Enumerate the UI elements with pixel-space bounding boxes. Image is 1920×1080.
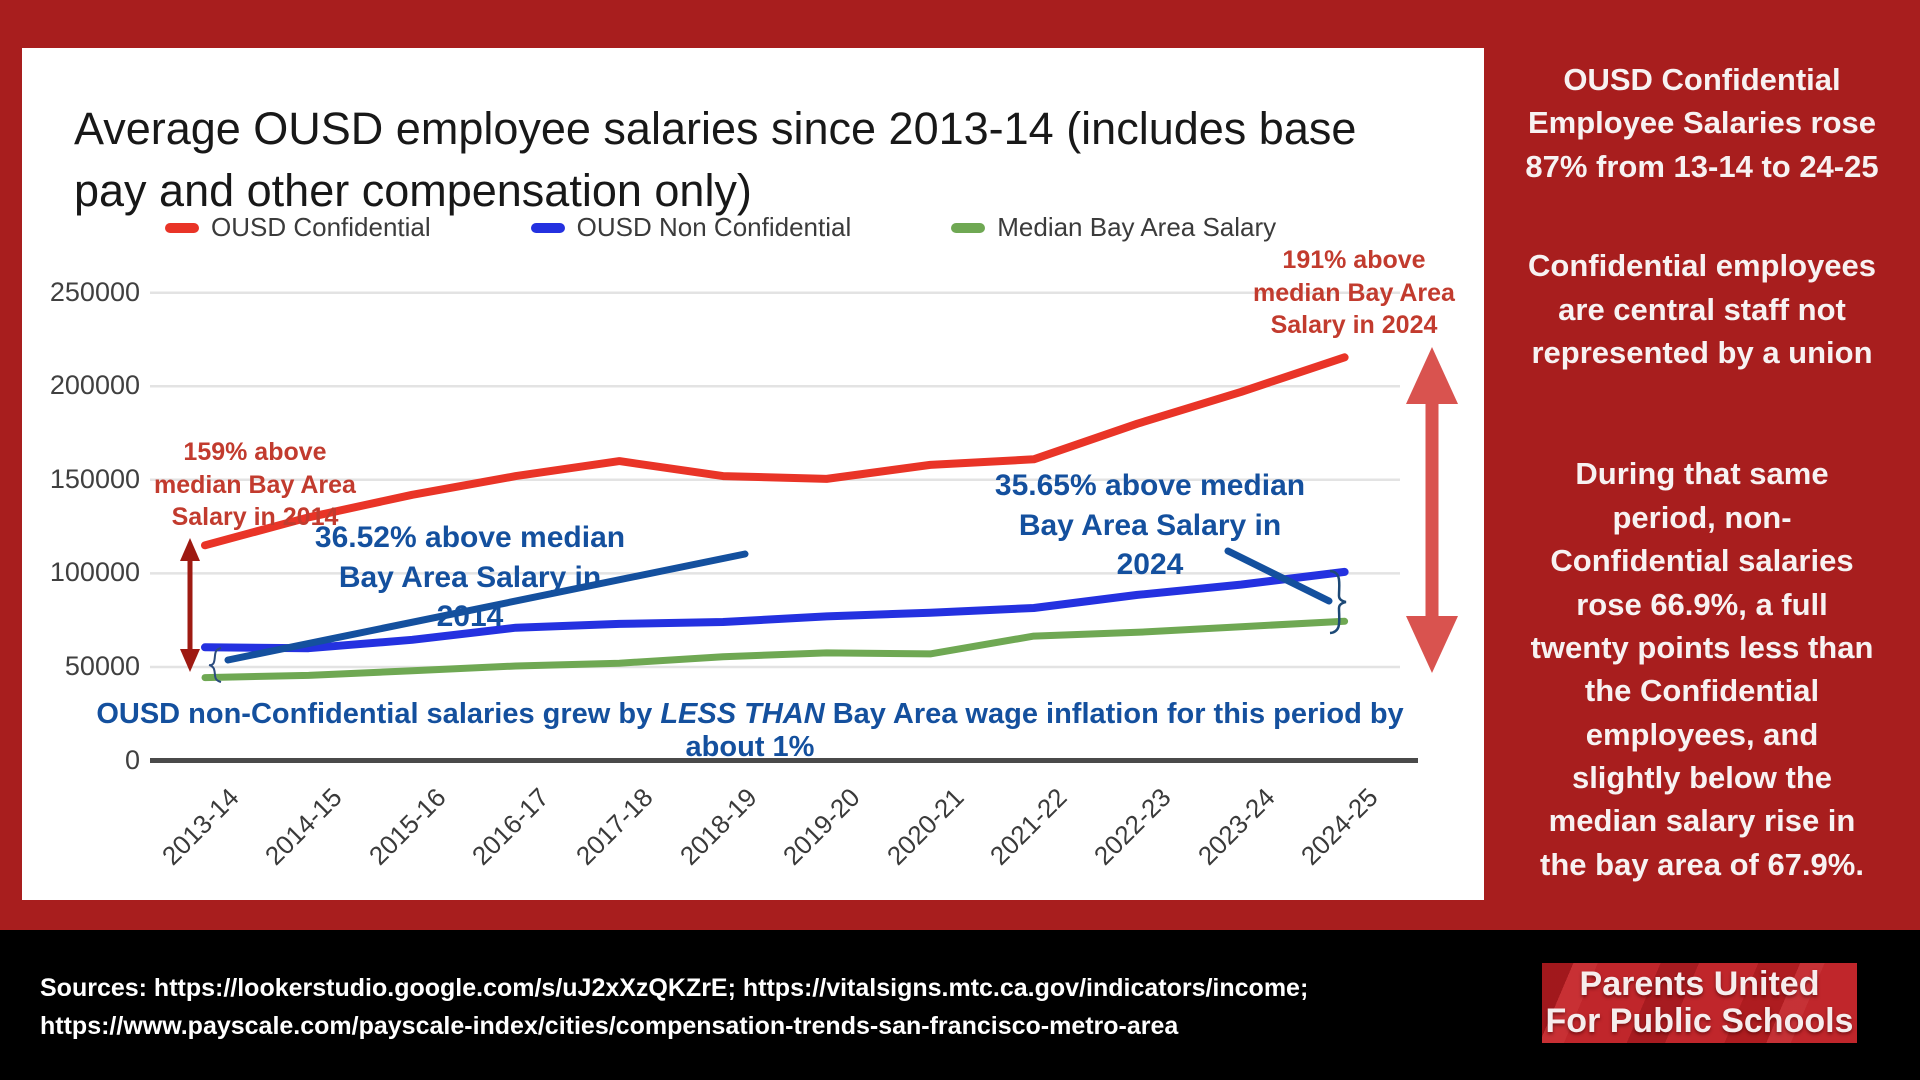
chart-title: Average OUSD employee salaries since 201… [74,98,1464,222]
annotation-line: 35.65% above median [994,469,1306,502]
sources-line1: Sources: https://lookerstudio.google.com… [40,974,1309,1002]
bottom-note-pre: OUSD non-Confidential salaries grew by [96,698,661,730]
legend-swatch-icon [951,222,986,233]
annotation-line: median Bay Area [1253,278,1455,307]
bottom-note: OUSD non-Confidential salaries grew by L… [55,698,1445,764]
logo-line1: Parents United [1579,964,1820,1003]
annotation-line: 191% above [1282,246,1426,274]
y-tick-label-50000: 50000 [64,650,140,681]
annotation-line: 36.52% above median [314,521,626,554]
annotation-191-above-2024: 191% above median Bay Area Salary in 2024 [1238,244,1470,342]
legend-swatch-icon [165,222,199,233]
annotation-line: 2024 [1116,548,1184,582]
y-tick-label-250000: 250000 [49,276,140,307]
sidebar-paragraph-1: OUSD Confidential Employee Salaries rose… [1525,62,1879,184]
y-tick-label-100000: 100000 [49,557,140,588]
sources-text: Sources: https://lookerstudio.google.com… [40,970,1308,1045]
sidebar-paragraph-2: Confidential employees are central staff… [1528,248,1876,370]
annotation-line: median Bay Area [154,470,356,499]
bottom-note-italic: LESS THAN [660,698,825,730]
y-tick-label-150000: 150000 [49,463,140,494]
y-tick-label-200000: 200000 [49,370,140,401]
annotation-line: 2014 [436,600,504,634]
sidebar-paragraph-3: During that same period, non-Confidentia… [1530,456,1874,882]
logo-line2: For Public Schools [1545,1002,1854,1040]
annotation-line: Salary in 2024 [1270,311,1438,339]
legend-item-ousd-non-confidential: OUSD Non Confidential [530,212,852,243]
legend-swatch-icon [530,222,565,233]
legend-item-median-bay-area-salary: Median Bay Area Salary [951,212,1276,243]
chart-title-line1: Average OUSD employee salaries since 201… [74,103,1357,154]
chart-legend: OUSD Confidential OUSD Non Confidential Me… [165,212,1276,243]
annotation-35-65-above-2024: 35.65% above median Bay Area Salary in 202… [980,466,1320,585]
annotation-36-52-above-2014: 36.52% above median Bay Area Salary in 201… [285,518,655,637]
chart-title-line2: pay and other compensation only) [74,165,752,217]
y-tick-label-0: 0 [124,744,140,775]
bottom-note-post: Bay Area wage inflation for this period … [685,698,1404,763]
legend-item-ousd-confidential: OUSD Confidential [165,212,431,243]
legend-label: OUSD Confidential [211,212,431,242]
annotation-line: Salary in 2014 [171,503,339,531]
sources-line2: https://www.payscale.com/payscale-index/… [40,1011,1179,1040]
annotation-line: Bay Area Salary in [1018,508,1282,542]
parents-united-logo: Parents United For Public Schools [1542,963,1857,1043]
annotation-159-above-2014: 159% above median Bay Area Salary in 2014 [140,436,370,534]
legend-label: Median Bay Area Salary [997,212,1277,242]
footer: Sources: https://lookerstudio.google.com… [0,930,1920,1080]
annotation-line: 159% above [183,438,327,466]
annotation-line: Bay Area Salary in [338,560,602,594]
sidebar: OUSD Confidential Employee Salaries rose… [1484,0,1920,930]
legend-label: OUSD Non Confidential [576,212,852,242]
